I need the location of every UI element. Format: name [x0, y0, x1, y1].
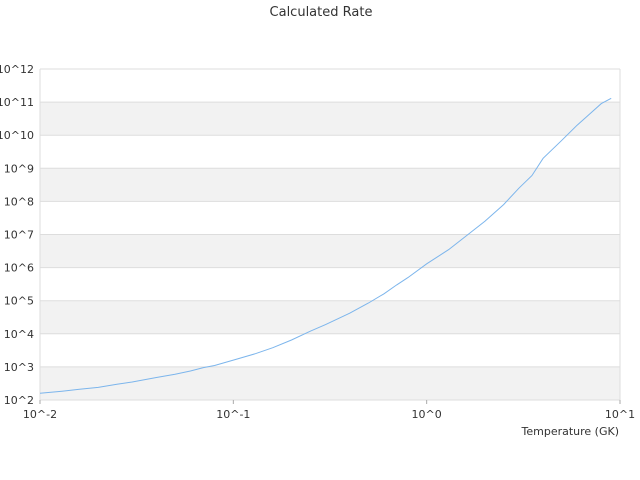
chart-title: Calculated Rate [270, 5, 373, 20]
x-axis-ticks: 10^-2 10^-1 10^0 10^1 [23, 400, 635, 421]
x-axis-label: Temperature (GK) [521, 425, 620, 438]
plot-band [40, 102, 620, 136]
y-tick-label: 10^12 [0, 63, 34, 76]
plot-band [40, 234, 620, 268]
x-tick-label: 10^-1 [216, 408, 250, 421]
plot-band [40, 168, 620, 202]
series-line [39, 97, 612, 394]
y-tick-label: 10^5 [4, 295, 34, 308]
y-tick-label: 10^8 [4, 195, 34, 208]
y-tick-label: 10^2 [4, 394, 34, 407]
x-tick-label: 10^-2 [23, 408, 57, 421]
y-tick-label: 10^3 [4, 361, 34, 374]
plot-bands [40, 102, 620, 400]
y-tick-label: 10^10 [0, 129, 34, 142]
y-tick-label: 10^7 [4, 229, 34, 242]
plot-band [40, 366, 620, 400]
y-tick-label: 10^11 [0, 96, 34, 109]
y-axis-ticks: 10^2 10^3 10^4 10^5 10^6 10^7 10^8 10^9 10^10 10^… [0, 63, 34, 407]
plot-band [40, 300, 620, 334]
y-tick-label: 10^6 [4, 262, 34, 275]
y-tick-label: 10^9 [4, 162, 34, 175]
y-tick-label: 10^4 [4, 328, 34, 341]
grid-lines [39, 68, 621, 401]
x-tick-label: 10^0 [412, 408, 442, 421]
x-tick-label: 10^1 [605, 408, 635, 421]
